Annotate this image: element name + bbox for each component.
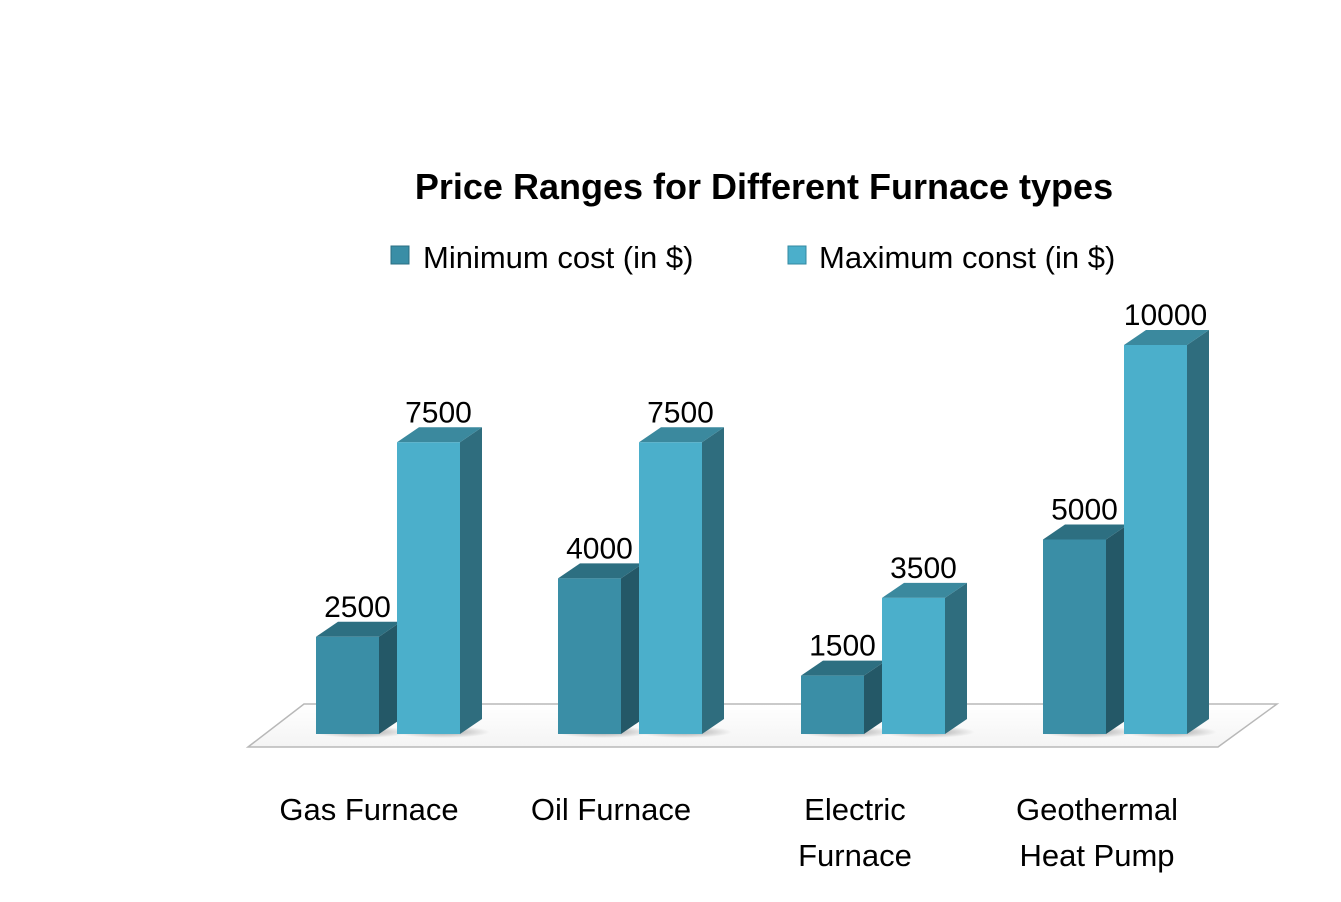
bar-min-geothermal-heat-pump — [1041, 524, 1136, 738]
bar-front — [639, 442, 702, 734]
bar-side — [1106, 524, 1128, 734]
data-label-max-geothermal-heat-pump: 10000 — [1124, 299, 1207, 332]
bar-side — [945, 582, 967, 734]
bar-top — [801, 660, 886, 676]
data-label-max-gas-furnace: 7500 — [405, 396, 472, 429]
data-label-max-oil-furnace: 7500 — [647, 396, 714, 429]
legend-label-min: Minimum cost (in $) — [423, 240, 693, 275]
bar-front — [801, 675, 864, 734]
chart-floor — [245, 703, 1280, 748]
bar-side — [702, 427, 724, 734]
bar-top — [1043, 524, 1128, 540]
bar-min-oil-furnace — [556, 563, 651, 738]
legend-label-max: Maximum const (in $) — [819, 240, 1115, 275]
category-label: Geothermal — [1016, 792, 1178, 827]
chart-title: Price Ranges for Different Furnace types — [415, 166, 1113, 207]
category-labels: Gas Furnace Oil Furnace Electric Furnace Geo… — [279, 792, 1178, 873]
bar-side — [1187, 330, 1209, 734]
data-label-min-gas-furnace: 2500 — [324, 591, 391, 624]
legend-swatch-min — [390, 245, 410, 265]
data-label-min-geothermal-heat-pump: 5000 — [1051, 494, 1118, 527]
bar-max-geothermal-heat-pump — [1122, 330, 1217, 738]
bar-max-oil-furnace — [637, 427, 732, 738]
data-label-max-electric-furnace: 3500 — [890, 552, 957, 585]
legend-item-max: Maximum const (in $) — [787, 240, 1115, 275]
bar-front — [1043, 539, 1106, 734]
category-label: Electric — [804, 792, 906, 827]
bar-max-electric-furnace — [880, 582, 975, 738]
legend: Minimum cost (in $) Maximum const (in $) — [390, 240, 1115, 275]
bar-side — [864, 660, 886, 734]
category-label: Gas Furnace — [279, 792, 458, 827]
bar-top — [397, 427, 482, 443]
bar-side — [379, 621, 401, 734]
bars-group: 2500 7500 4000 7500 1500 3500 5000 10000 — [314, 299, 1217, 738]
category-label: Furnace — [798, 838, 912, 873]
bar-top — [558, 563, 643, 579]
bar-front — [558, 578, 621, 734]
bar-front — [316, 636, 379, 734]
data-label-min-oil-furnace: 4000 — [566, 532, 633, 565]
bar-max-gas-furnace — [395, 427, 490, 738]
bar-side — [621, 563, 643, 734]
bar-top — [882, 582, 967, 598]
bar-front — [1124, 345, 1187, 734]
legend-item-min: Minimum cost (in $) — [390, 240, 693, 275]
bar-min-gas-furnace — [314, 621, 409, 738]
bar-top — [639, 427, 724, 443]
bar-side — [460, 427, 482, 734]
bar-top — [316, 621, 401, 637]
bar-front — [882, 597, 945, 734]
bar-top — [1124, 330, 1209, 345]
category-label: Heat Pump — [1019, 838, 1174, 873]
category-label: Oil Furnace — [531, 792, 691, 827]
data-label-min-electric-furnace: 1500 — [809, 630, 876, 663]
legend-swatch-max — [787, 245, 807, 265]
bar-min-electric-furnace — [799, 660, 894, 738]
bar-front — [397, 442, 460, 734]
